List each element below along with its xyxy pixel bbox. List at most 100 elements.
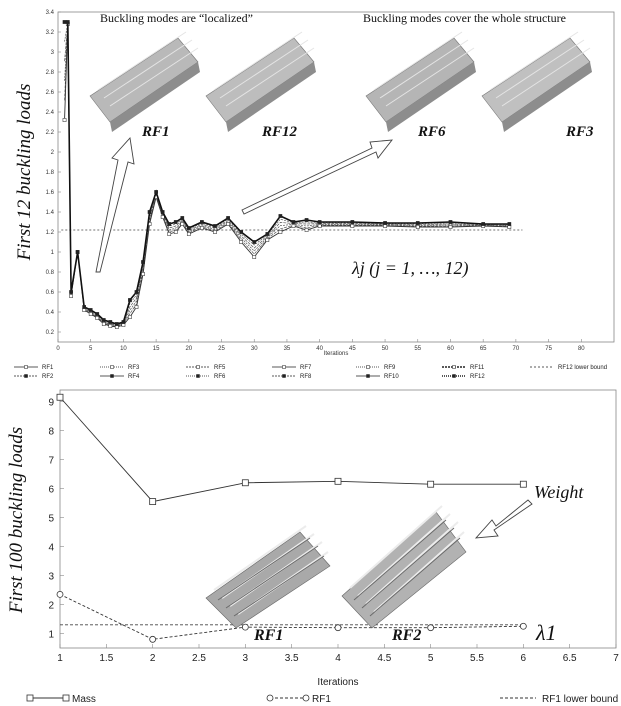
- arrow-to-whole-structure: [241, 139, 393, 215]
- legend-marker: [452, 374, 456, 378]
- legend-label: RF3: [128, 365, 140, 371]
- legend-label: RF6: [214, 374, 226, 380]
- bottom-x-ticks: 1 1.5 2 2.5 3 3.5 4 4.5 5 5.5 6 6.5 7: [57, 644, 619, 664]
- svg-text:RF12: RF12: [261, 124, 298, 140]
- data-point: [173, 230, 178, 234]
- legend-marker: [196, 365, 200, 369]
- data-point: [304, 218, 309, 222]
- x-tick-label: 25: [218, 346, 225, 352]
- bottom-chart: 1 2 3 4 5 6 7 8 9 1 1.5 2 2.5 3 3.5 4 4.5 5 5.5 6 6.5 7 Iter…: [6, 389, 619, 688]
- y-tick-label: 1.6: [46, 190, 55, 196]
- svg-text:RF6: RF6: [417, 124, 446, 140]
- legend-label: RF1: [312, 694, 331, 705]
- data-point: [69, 294, 73, 298]
- legend-marker: [196, 374, 200, 378]
- x-tick-label: 35: [284, 346, 291, 352]
- data-point: [186, 226, 191, 230]
- data-point: [62, 20, 67, 24]
- x-tick-label: 55: [414, 346, 421, 352]
- data-point: [56, 393, 64, 401]
- data-point: [56, 590, 64, 598]
- y-tick-label: 3.2: [46, 30, 55, 36]
- y-tick-label: 5: [48, 514, 54, 525]
- legend-marker: [302, 694, 310, 702]
- data-point: [200, 226, 204, 230]
- data-point: [427, 480, 435, 488]
- top-y-ticks: 0.2 0.4 0.6 0.8 1 1.2 1.4 1.6 1.8 2 2.2 2.4 2.6 2.8 3 3…: [46, 10, 61, 336]
- legend-label: RF10: [384, 374, 399, 380]
- data-point: [167, 222, 172, 226]
- data-point: [278, 214, 283, 218]
- data-point: [317, 224, 322, 228]
- data-point: [134, 305, 139, 309]
- x-tick-label: 1.5: [99, 653, 113, 664]
- data-point: [95, 312, 100, 316]
- y-tick-label: 2.4: [46, 110, 55, 116]
- data-point: [241, 623, 249, 631]
- series-line: [59, 593, 524, 640]
- svg-text:RF1: RF1: [141, 124, 170, 140]
- x-tick-label: 15: [153, 346, 160, 352]
- top-series: [62, 20, 512, 329]
- data-point: [304, 228, 309, 232]
- x-tick-label: 5.5: [470, 653, 484, 664]
- data-point: [265, 238, 270, 242]
- data-point: [115, 325, 119, 329]
- data-point: [160, 210, 165, 214]
- annotation-lambda-1: λ1: [535, 620, 557, 645]
- y-tick-label: 7: [48, 456, 54, 467]
- legend-marker: [24, 374, 28, 378]
- data-point: [108, 324, 113, 328]
- y-tick-label: 6: [48, 485, 54, 496]
- x-tick-label: 4: [335, 653, 341, 664]
- data-point: [141, 260, 145, 264]
- svg-text:RF2: RF2: [391, 627, 421, 644]
- data-point: [62, 118, 67, 122]
- y-tick-label: 3: [48, 572, 54, 583]
- data-point: [317, 220, 322, 224]
- data-point: [149, 635, 157, 643]
- data-point: [415, 221, 420, 225]
- mode-shape-rf1: RF1: [89, 31, 200, 140]
- x-tick-label: 7: [613, 653, 619, 664]
- legend-label: RF1: [42, 365, 54, 371]
- legend-label: RF7: [300, 365, 312, 371]
- y-tick-label: 2.6: [46, 90, 55, 96]
- legend-marker: [26, 694, 34, 702]
- x-tick-label: 10: [120, 346, 127, 352]
- data-point: [154, 190, 158, 194]
- x-tick-label: 6.5: [563, 653, 577, 664]
- x-tick-label: 5: [89, 346, 93, 352]
- data-point: [383, 221, 387, 225]
- svg-text:RF1: RF1: [253, 627, 283, 644]
- data-point: [226, 216, 230, 220]
- data-point: [427, 624, 435, 632]
- legend-marker: [282, 365, 286, 369]
- bottom-series: [56, 393, 527, 643]
- legend-marker: [266, 694, 274, 702]
- y-tick-label: 1.2: [46, 230, 55, 236]
- top-y-axis-label: First 12 buckling loads: [14, 84, 35, 262]
- x-tick-label: 20: [185, 346, 192, 352]
- data-point: [481, 222, 486, 226]
- data-point: [82, 305, 87, 309]
- y-tick-label: 0.2: [46, 330, 55, 336]
- data-point: [121, 323, 126, 327]
- data-point: [239, 240, 244, 244]
- y-tick-label: 0.8: [46, 270, 55, 276]
- data-point: [167, 232, 172, 236]
- top-x-ticks: 0 5 10 15 20 25 30 35 40 45 50 55 60 65 70 75 80: [56, 339, 585, 352]
- x-tick-label: 65: [480, 346, 487, 352]
- y-tick-label: 0.6: [46, 290, 55, 296]
- x-tick-label: 3.5: [285, 653, 299, 664]
- data-point: [383, 224, 387, 228]
- x-tick-label: 70: [513, 346, 520, 352]
- x-tick-label: 4.5: [377, 653, 391, 664]
- mode-shape-rf6: RF6: [365, 31, 476, 140]
- data-point: [213, 224, 217, 228]
- data-point: [415, 225, 420, 229]
- data-point: [448, 225, 453, 229]
- bottom-plot-frame: [59, 389, 617, 649]
- annotation-lambda-j: λj (j = 1, …, 12): [351, 258, 468, 279]
- legend-label: RF8: [300, 374, 312, 380]
